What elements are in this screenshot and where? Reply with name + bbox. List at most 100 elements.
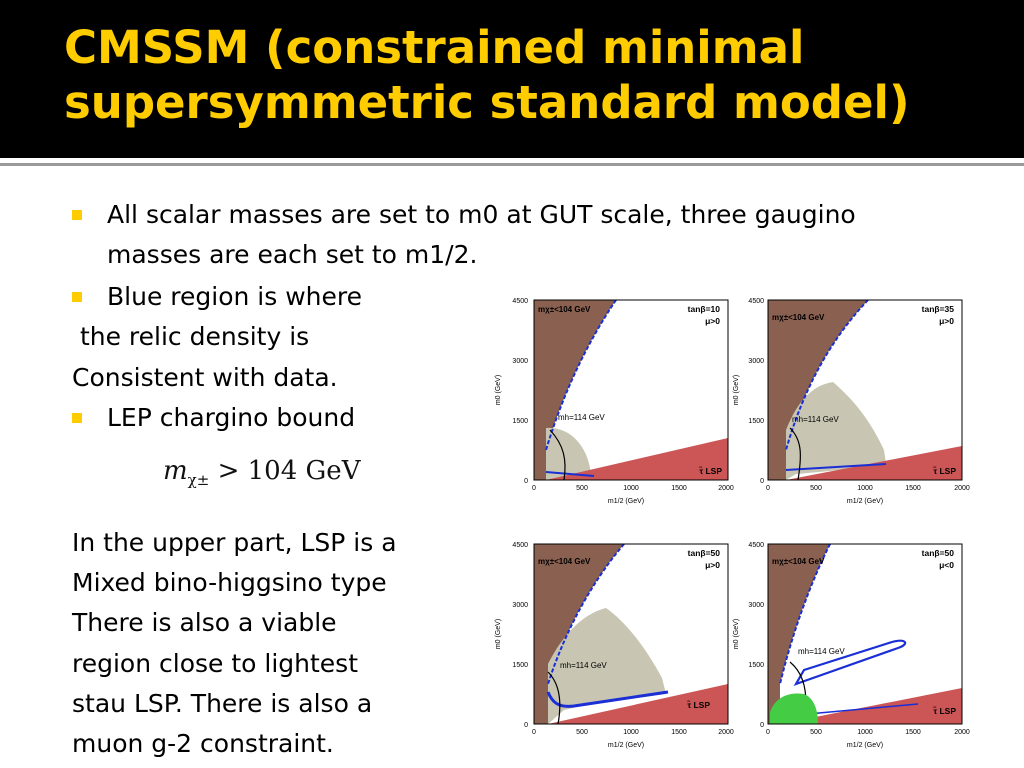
y-tick-label: 3000 bbox=[748, 358, 764, 365]
stau-lsp-label: τ̃ LSP bbox=[933, 465, 956, 476]
body-text-line: stau LSP. There is also a bbox=[72, 689, 373, 718]
x-tick-label: 500 bbox=[576, 485, 588, 492]
excluded-brown-region bbox=[768, 544, 830, 724]
stau-lsp-region bbox=[780, 688, 962, 724]
higgs-excluded-region bbox=[786, 382, 886, 480]
chargino-bound-label: mχ±<104 GeV bbox=[538, 305, 591, 314]
y-axis-label: m0 (GeV) bbox=[495, 619, 502, 649]
higgs-mass-contour bbox=[547, 671, 561, 725]
y-axis-label: m0 (GeV) bbox=[733, 375, 740, 405]
stau-lsp-region bbox=[546, 438, 728, 480]
mu-sign-label: μ<0 bbox=[939, 560, 954, 570]
y-tick-label: 3000 bbox=[748, 602, 764, 609]
x-tick-label: 2000 bbox=[954, 485, 970, 492]
y-tick-label: 0 bbox=[760, 478, 764, 485]
x-tick-label: 500 bbox=[810, 485, 822, 492]
stau-lsp-label: τ̃ LSP bbox=[687, 699, 710, 710]
bullet-square-icon bbox=[72, 292, 82, 302]
cmssm-plot-tanb50-mu-negative: mχ±<104 GeV tanβ=50 μ<0 mh=114 GeV τ̃ LS… bbox=[733, 542, 970, 749]
x-tick-label: 1500 bbox=[671, 729, 687, 736]
chargino-bound-formula: mχ± > 104 GeV bbox=[163, 456, 360, 489]
x-tick-label: 2000 bbox=[718, 485, 734, 492]
relic-density-strip bbox=[793, 639, 907, 687]
x-tick-label: 500 bbox=[576, 729, 588, 736]
g2-region bbox=[770, 693, 818, 724]
mu-sign-label: μ>0 bbox=[705, 560, 720, 570]
relic-density-strip bbox=[545, 471, 595, 477]
x-tick-label: 1000 bbox=[857, 485, 873, 492]
x-tick-label: 1500 bbox=[671, 485, 687, 492]
y-tick-label: 1500 bbox=[748, 418, 764, 425]
body-text-line: Mixed bino-higgsino type bbox=[72, 568, 387, 597]
stau-lsp-label: τ̃ LSP bbox=[933, 705, 956, 716]
y-tick-label: 4500 bbox=[512, 542, 528, 549]
higgs-mass-contour bbox=[789, 427, 801, 481]
relic-density-strip bbox=[785, 463, 887, 471]
y-axis-label: m0 (GeV) bbox=[733, 619, 740, 649]
relic-density-strip bbox=[807, 703, 919, 715]
slide-title: CMSSM (constrained minimal supersymmetri… bbox=[64, 21, 910, 129]
cmssm-plot-tanb50-mu-positive: mχ±<104 GeV tanβ=50 μ>0 mh=114 GeV τ̃ LS… bbox=[495, 542, 734, 749]
x-tick-label: 0 bbox=[766, 485, 770, 492]
x-tick-label: 0 bbox=[766, 729, 770, 736]
tanbeta-label: tanβ=50 bbox=[922, 548, 955, 558]
y-tick-label: 1500 bbox=[748, 662, 764, 669]
x-tick-label: 2000 bbox=[954, 729, 970, 736]
y-tick-label: 0 bbox=[760, 722, 764, 729]
y-tick-label: 3000 bbox=[512, 602, 528, 609]
tanbeta-label: tanβ=35 bbox=[922, 304, 955, 314]
y-tick-label: 4500 bbox=[512, 298, 528, 305]
relic-density-strip bbox=[785, 299, 869, 451]
stau-lsp-region bbox=[786, 446, 962, 480]
bullet-square-icon bbox=[72, 413, 82, 423]
x-axis-label: m1/2 (GeV) bbox=[608, 742, 644, 749]
y-tick-label: 3000 bbox=[512, 358, 528, 365]
x-tick-label: 2000 bbox=[718, 729, 734, 736]
bullet-square-icon bbox=[72, 210, 82, 220]
x-tick-label: 0 bbox=[532, 485, 536, 492]
body-text-line: muon g-2 constraint. bbox=[72, 729, 334, 758]
bullet-text: Blue region is where bbox=[107, 282, 362, 311]
mu-sign-label: μ>0 bbox=[939, 316, 954, 326]
x-tick-label: 1000 bbox=[857, 729, 873, 736]
bullet-text: LEP chargino bound bbox=[107, 403, 356, 432]
higgs-mass-label: mh=114 GeV bbox=[798, 647, 845, 656]
chargino-bound-label: mχ±<104 GeV bbox=[772, 313, 825, 322]
y-tick-label: 1500 bbox=[512, 662, 528, 669]
bullet-text-continued: masses are each set to m1/2. bbox=[107, 240, 478, 269]
x-tick-label: 1000 bbox=[623, 485, 639, 492]
excluded-brown-region bbox=[534, 300, 616, 480]
plot-frame bbox=[533, 543, 729, 725]
y-tick-label: 1500 bbox=[512, 418, 528, 425]
plot-frame bbox=[767, 543, 963, 725]
body-text-line: In the upper part, LSP is a bbox=[72, 528, 397, 557]
relic-density-strip bbox=[546, 690, 669, 708]
bullet-text: All scalar masses are set to m0 at GUT s… bbox=[107, 200, 856, 229]
x-axis-label: m1/2 (GeV) bbox=[847, 742, 883, 749]
plot-area: mχ±<104 GeV tanβ=35 μ>0 mh=114 GeV τ̃ LS… bbox=[767, 299, 963, 481]
higgs-excluded-region bbox=[546, 427, 592, 480]
relic-density-strip bbox=[547, 543, 625, 685]
plot-frame bbox=[767, 299, 963, 481]
x-tick-label: 500 bbox=[810, 729, 822, 736]
higgs-mass-label: mh=114 GeV bbox=[792, 415, 839, 424]
higgs-mass-label: mh=114 GeV bbox=[558, 413, 605, 422]
higgs-mass-contour bbox=[549, 429, 566, 481]
relic-density-strip bbox=[545, 299, 617, 451]
body-text-line: region close to lightest bbox=[72, 649, 359, 678]
mu-sign-label: μ>0 bbox=[705, 316, 720, 326]
title-divider bbox=[0, 163, 1024, 166]
plot-area: mχ±<104 GeV tanβ=50 μ>0 mh=114 GeV τ̃ LS… bbox=[533, 543, 729, 725]
body-text-line: There is also a viable bbox=[72, 608, 337, 637]
y-tick-label: 0 bbox=[524, 478, 528, 485]
higgs-excluded-region bbox=[548, 608, 666, 724]
stau-lsp-label: τ̃ LSP bbox=[699, 465, 722, 476]
formula-subscript: χ± bbox=[187, 471, 210, 490]
y-tick-label: 0 bbox=[524, 722, 528, 729]
chargino-bound-label: mχ±<104 GeV bbox=[538, 557, 591, 566]
cmssm-plot-tanb35: mχ±<104 GeV tanβ=35 μ>0 mh=114 GeV τ̃ LS… bbox=[733, 298, 970, 505]
y-tick-label: 4500 bbox=[748, 542, 764, 549]
x-tick-label: 1500 bbox=[905, 729, 921, 736]
x-tick-label: 1500 bbox=[905, 485, 921, 492]
body-text-line: Consistent with data. bbox=[72, 363, 338, 392]
